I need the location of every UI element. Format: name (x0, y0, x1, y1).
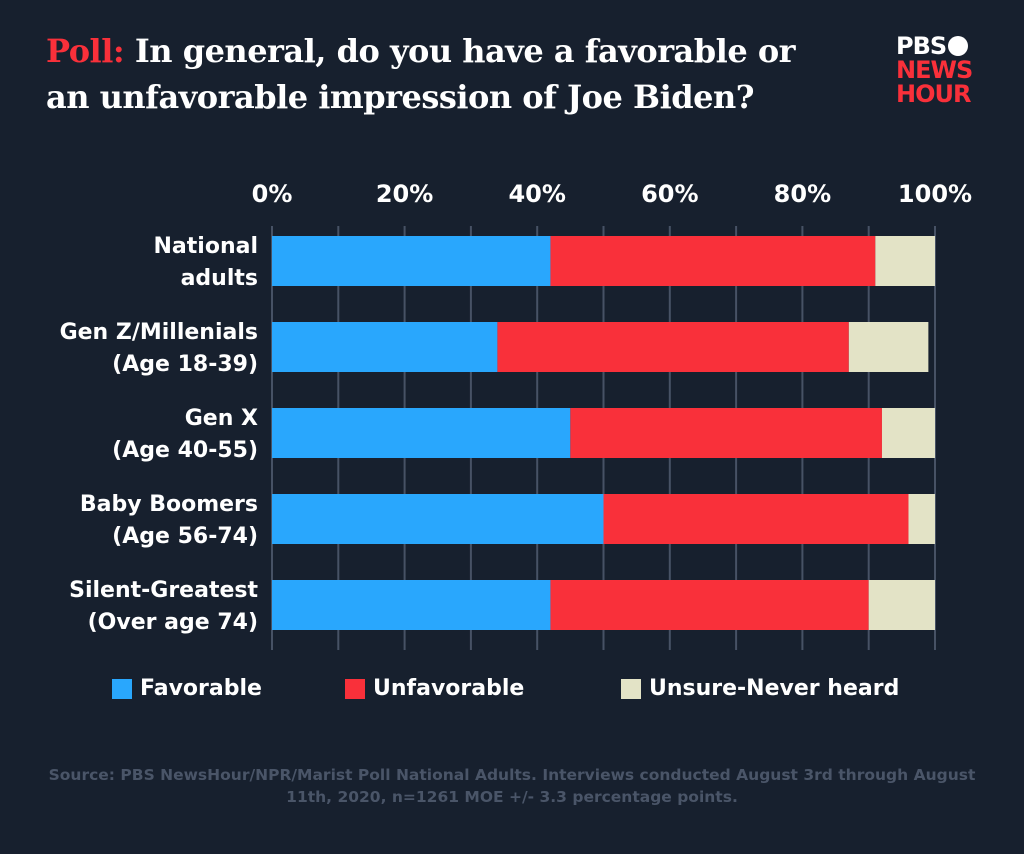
bar-favorable (272, 494, 604, 544)
bar-unfavorable (603, 494, 909, 544)
bar-unsure-never-heard (868, 580, 935, 630)
bar-unfavorable (570, 408, 882, 458)
bar-favorable (272, 408, 571, 458)
legend-unfavorable: Unfavorable (345, 676, 621, 701)
bar-favorable (272, 236, 551, 286)
category-label: (Age 56-74) (112, 524, 258, 549)
category-label: Baby Boomers (80, 492, 258, 517)
category-label: (Over age 74) (88, 610, 258, 635)
bar-unfavorable (497, 322, 849, 372)
source-note: Source: PBS NewsHour/NPR/Marist Poll Nat… (48, 766, 976, 806)
category-label: adults (181, 266, 258, 291)
x-tick-label: 80% (774, 180, 831, 208)
title-kicker: Poll: (46, 32, 125, 70)
bar-unsure-never-heard (881, 408, 935, 458)
x-tick-label: 100% (898, 180, 972, 208)
bar-unsure-never-heard (875, 236, 935, 286)
legend: Favorable Unfavorable Unsure-Never heard (112, 676, 899, 701)
category-label: (Age 18-39) (112, 352, 258, 377)
bar-unfavorable (550, 580, 869, 630)
bar-favorable (272, 580, 551, 630)
pbs-head-icon (948, 36, 969, 56)
legend-swatch (345, 678, 365, 699)
legend-favorable: Favorable (112, 676, 345, 701)
x-tick-label: 40% (508, 180, 565, 208)
bar-favorable (272, 322, 498, 372)
category-label: Silent-Greatest (69, 578, 258, 603)
category-label: (Age 40-55) (112, 438, 258, 463)
x-tick-label: 0% (252, 180, 293, 208)
legend-swatch (112, 678, 132, 699)
logo-pbs: PBS (896, 32, 947, 60)
category-label: National (154, 234, 258, 259)
legend-swatch (621, 678, 641, 699)
logo-hour: HOUR (896, 80, 971, 108)
category-label: Gen X (185, 406, 258, 431)
x-tick-label: 20% (376, 180, 433, 208)
pbs-newshour-logo: PBS NEWS HOUR (896, 32, 973, 108)
x-tick-label: 60% (641, 180, 698, 208)
bar-unsure-never-heard (848, 322, 929, 372)
chart-title: Poll: In general, do you have a favorabl… (46, 28, 846, 120)
logo-news: NEWS (896, 56, 973, 84)
title-text: In general, do you have a favorable or a… (46, 32, 796, 116)
legend-label: Unfavorable (373, 676, 525, 701)
category-label: Gen Z/Millenials (60, 320, 258, 345)
legend-label: Unsure-Never heard (649, 676, 900, 701)
legend-label: Favorable (140, 676, 262, 701)
legend-unsure: Unsure-Never heard (621, 676, 899, 701)
bar-unsure-never-heard (908, 494, 935, 544)
bar-unfavorable (550, 236, 876, 286)
